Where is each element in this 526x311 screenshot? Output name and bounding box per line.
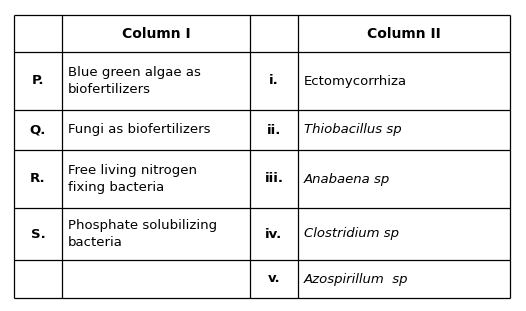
Text: Ectomycorrhiza: Ectomycorrhiza [304,75,407,87]
Text: Azospirillum  sp: Azospirillum sp [304,272,409,285]
Text: Fungi as biofertilizers: Fungi as biofertilizers [68,123,210,137]
Text: Thiobacillus sp: Thiobacillus sp [304,123,402,137]
Text: v.: v. [268,272,280,285]
Text: S.: S. [31,228,45,240]
Text: Column I: Column I [122,26,190,40]
Text: iv.: iv. [266,228,282,240]
Text: Clostridium sp: Clostridium sp [304,228,399,240]
Text: Blue green algae as
biofertilizers: Blue green algae as biofertilizers [68,66,201,96]
Text: P.: P. [32,75,44,87]
Text: iii.: iii. [265,173,284,185]
Text: R.: R. [30,173,46,185]
Text: Phosphate solubilizing
bacteria: Phosphate solubilizing bacteria [68,219,217,249]
Text: Q.: Q. [30,123,46,137]
Text: Column II: Column II [367,26,441,40]
Text: Free living nitrogen
fixing bacteria: Free living nitrogen fixing bacteria [68,164,197,194]
Text: i.: i. [269,75,279,87]
Text: Anabaena sp: Anabaena sp [304,173,390,185]
Text: ii.: ii. [267,123,281,137]
